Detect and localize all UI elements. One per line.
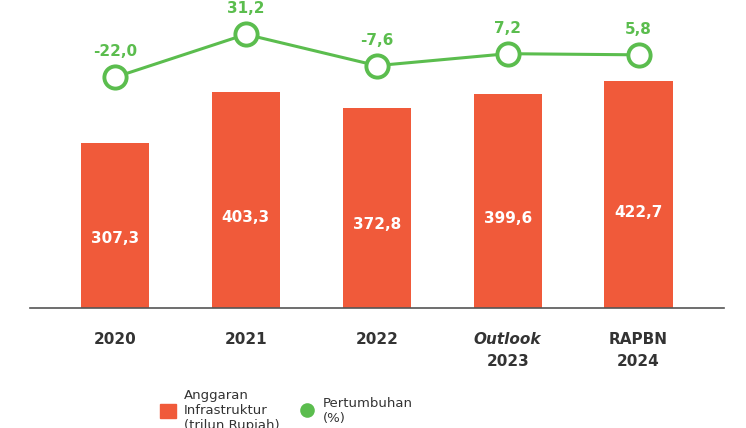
Text: 2023: 2023 (486, 354, 529, 369)
Text: 403,3: 403,3 (222, 210, 270, 225)
Legend: Anggaran
Infrastruktur
(trilun Rupiah), Pertumbuhan
(%): Anggaran Infrastruktur (trilun Rupiah), … (155, 384, 419, 428)
Bar (81, 143, 149, 308)
Text: RAPBN: RAPBN (609, 332, 668, 347)
Text: 5,8: 5,8 (625, 22, 652, 37)
Bar (474, 94, 542, 308)
Bar (604, 81, 673, 308)
Text: 372,8: 372,8 (353, 217, 401, 232)
Text: 2022: 2022 (355, 332, 398, 347)
Text: 2021: 2021 (225, 332, 267, 347)
Text: 31,2: 31,2 (227, 1, 265, 16)
Text: Outlook: Outlook (474, 332, 542, 347)
Bar (342, 108, 411, 308)
Text: 2020: 2020 (93, 332, 137, 347)
Text: 7,2: 7,2 (494, 21, 521, 36)
Text: 422,7: 422,7 (615, 205, 662, 220)
Text: 307,3: 307,3 (91, 232, 139, 247)
Text: 2024: 2024 (617, 354, 660, 369)
Bar (212, 92, 280, 308)
Text: 399,6: 399,6 (483, 211, 532, 226)
Text: -22,0: -22,0 (93, 44, 137, 59)
Text: -7,6: -7,6 (360, 33, 393, 48)
